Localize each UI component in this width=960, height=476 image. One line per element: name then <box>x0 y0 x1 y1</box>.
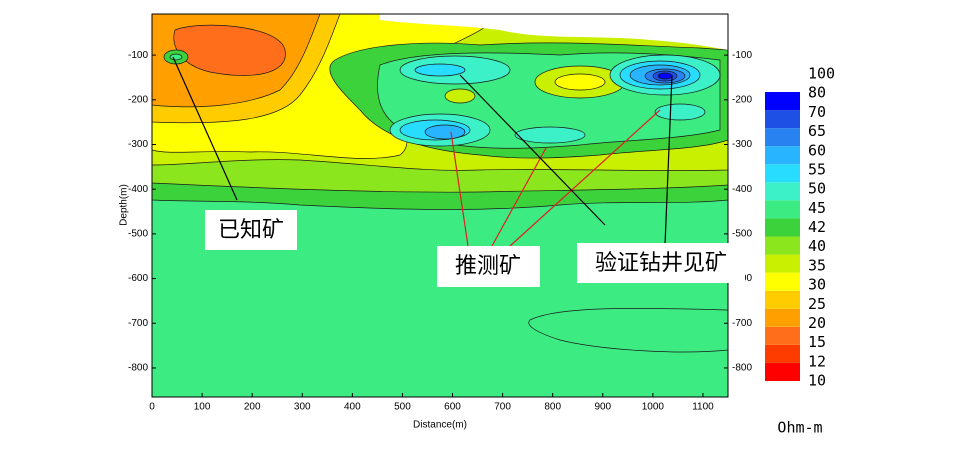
contour-region <box>554 73 606 91</box>
x-tick-label: 1100 <box>692 402 714 413</box>
y2-tick-label: -100 <box>732 50 752 61</box>
colorbar-tick-label: 100 <box>808 65 835 83</box>
colorbar-tick-label: 35 <box>808 256 826 274</box>
y2-tick-label: -700 <box>732 318 752 329</box>
x-axis-label: Distance(m) <box>413 420 467 431</box>
contour-region <box>528 307 728 353</box>
contour-region <box>654 103 706 121</box>
colorbar-tick-label: 15 <box>808 333 826 351</box>
colorbar-swatch <box>765 344 800 363</box>
annotation-box <box>437 246 540 287</box>
y-tick-label: -400 <box>128 184 148 195</box>
colorbar-swatch <box>765 128 800 147</box>
colorbar-swatch <box>765 92 800 111</box>
x-tick-label: 0 <box>149 402 155 413</box>
x-tick-label: 1000 <box>642 402 665 413</box>
contour-field <box>152 14 728 397</box>
annotation-lines <box>172 56 673 247</box>
colorbar-swatch <box>765 218 800 237</box>
y-tick-label: -300 <box>128 139 148 150</box>
colorbar-swatch <box>765 290 800 309</box>
colorbar-tick-label: 12 <box>808 352 826 370</box>
y2-tick-label: -500 <box>732 229 752 240</box>
annotation: 已知矿 <box>218 218 284 243</box>
plot-frame <box>151 13 729 398</box>
colorbar-swatch <box>765 146 800 165</box>
colorbar-tick-label: 70 <box>808 103 826 121</box>
y-tick-label: -200 <box>128 94 148 105</box>
contour-region <box>424 124 466 140</box>
x-tick-label: 700 <box>494 402 511 413</box>
x-tick-label: 600 <box>444 402 461 413</box>
colorbar-tick-label: 60 <box>808 141 826 159</box>
leader-line <box>172 56 238 201</box>
contour-region <box>444 88 476 104</box>
x-tick-label: 900 <box>594 402 611 413</box>
colorbar-swatch <box>765 182 800 201</box>
colorbar-tick-label: 42 <box>808 218 826 236</box>
x-tick-label: 100 <box>194 402 211 413</box>
y-tick-label: -100 <box>128 50 148 61</box>
colorbar-tick-label: 80 <box>808 84 826 102</box>
no-data-area <box>380 14 728 50</box>
colorbar-swatch <box>765 164 800 183</box>
colorbar-swatch <box>765 110 800 129</box>
colorbar-tick-label: 20 <box>808 314 826 332</box>
x-tick-label: 200 <box>244 402 261 413</box>
x-tick-label: 300 <box>294 402 311 413</box>
colorbar-tick-label: 30 <box>808 276 826 294</box>
y-tick-label: -500 <box>128 229 148 240</box>
leader-line <box>459 74 606 226</box>
colorbar-swatch <box>765 236 800 255</box>
colorbar-tick-label: 50 <box>808 180 826 198</box>
colorbar-label: Ohm-m <box>777 419 822 437</box>
colorbar-swatch <box>765 326 800 345</box>
y2-tick-label: -300 <box>732 139 752 150</box>
leader-line <box>491 147 547 247</box>
colorbar-swatch <box>765 272 800 291</box>
y-tick-label: -800 <box>128 363 148 374</box>
colorbar-swatch <box>765 254 800 273</box>
leader-line <box>509 109 661 247</box>
annotation-box <box>205 210 297 250</box>
x-tick-label: 500 <box>394 402 411 413</box>
annotation: 推测矿 <box>455 254 521 279</box>
colorbar-swatch <box>765 200 800 219</box>
annotation: 验证钻井见矿 <box>595 251 727 276</box>
colorbar-tick-label: 10 <box>808 372 826 390</box>
annotation-box <box>577 243 745 283</box>
y2-tick-label: -200 <box>732 94 752 105</box>
leader-line <box>450 131 469 247</box>
y-axis-label: Depth(m) <box>119 184 130 226</box>
colorbar-swatch <box>765 362 800 381</box>
colorbar-tick-label: 40 <box>808 237 826 255</box>
contour-region <box>414 63 466 77</box>
contour-region <box>657 72 673 80</box>
y2-tick-label: -400 <box>732 184 752 195</box>
colorbar-tick-label: 25 <box>808 295 826 313</box>
x-tick-label: 400 <box>344 402 361 413</box>
colorbar-tick-label: 65 <box>808 122 826 140</box>
y-tick-label: -700 <box>128 318 148 329</box>
colorbar-tick-label: 45 <box>808 199 826 217</box>
y2-tick-label: -800 <box>732 363 752 374</box>
x-tick-label: 800 <box>544 402 561 413</box>
contour-region <box>514 126 586 144</box>
contour-region <box>169 53 183 61</box>
colorbar-swatch <box>765 308 800 327</box>
y-tick-label: -600 <box>128 273 148 284</box>
colorbar-tick-label: 55 <box>808 160 826 178</box>
leader-line <box>664 74 673 246</box>
